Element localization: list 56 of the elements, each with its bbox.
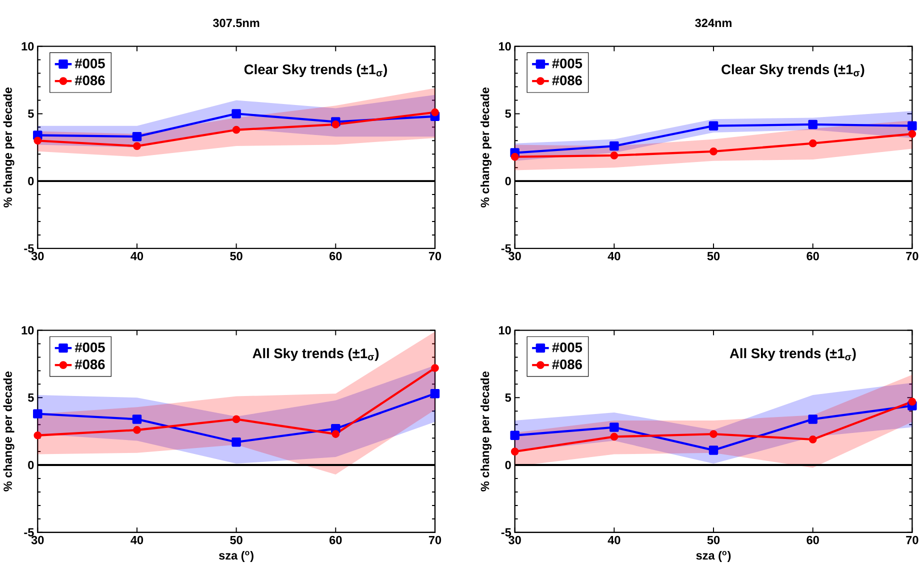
y-tick-label: 10 [22, 326, 34, 335]
x-tick-label: 50 [707, 536, 720, 544]
x-tick-label: 30 [31, 536, 44, 544]
legend-label: #005 [74, 58, 105, 69]
x-tick-label: 40 [608, 536, 620, 544]
y-tick-label: 0 [28, 177, 34, 186]
y-tick-label: 5 [28, 110, 34, 118]
annotation: All Sky trends (±1$_{σ}$) [730, 348, 856, 362]
y-tick-label: 5 [505, 394, 512, 402]
x-tick-label: 60 [806, 536, 819, 544]
x-tick-label: 40 [130, 252, 144, 260]
chart-title: 324nm [695, 18, 732, 28]
y-tick-label: -5 [501, 244, 512, 253]
x-tick-label: 60 [806, 252, 819, 260]
x-tick-label: 70 [906, 252, 918, 260]
y-tick-label: 0 [505, 177, 511, 186]
x-tick-label: 30 [31, 252, 44, 260]
x-tick-label: 60 [330, 252, 342, 260]
legend-label: #005 [552, 58, 582, 69]
y-axis-title: % change per decade [480, 372, 492, 492]
y-tick-label: 5 [28, 394, 34, 402]
y-tick-label: 5 [505, 110, 512, 118]
x-tick-label: 40 [608, 252, 620, 260]
y-tick-label: 0 [505, 461, 511, 470]
legend-label: #086 [552, 76, 582, 86]
annotation: Clear Sky trends (±1$_{σ}$) [722, 64, 864, 78]
x-tick-label: 40 [130, 536, 144, 544]
legend-label: #086 [74, 76, 105, 86]
y-axis-title: % change per decade [3, 372, 14, 492]
x-tick-label: 50 [230, 536, 242, 544]
y-axis-title: % change per decade [3, 88, 14, 208]
chart-title: 307.5nm [213, 18, 260, 28]
x-tick-label: 70 [906, 536, 918, 544]
x-tick-label: 60 [330, 536, 342, 544]
x-tick-label: 30 [508, 536, 521, 544]
y-tick-label: -5 [24, 244, 34, 253]
annotation: All Sky trends (±1$_{σ}$) [252, 348, 379, 362]
x-tick-label: 70 [428, 536, 442, 544]
x-axis-title: sza ($^{o}$) [696, 551, 731, 562]
y-tick-label: 10 [22, 42, 34, 51]
x-tick-label: 70 [428, 252, 442, 260]
annotation: Clear Sky trends (±1$_{σ}$) [244, 64, 387, 78]
y-tick-label: 10 [499, 326, 511, 335]
y-tick-label: 0 [28, 461, 34, 470]
legend-label: #005 [74, 342, 105, 352]
legend-label: #005 [552, 342, 582, 352]
y-tick-label: -5 [24, 528, 34, 537]
x-axis-title: sza ($^{o}$) [219, 551, 254, 562]
legend-label: #086 [552, 360, 582, 370]
x-tick-label: 30 [508, 252, 521, 260]
y-tick-label: -5 [501, 528, 512, 537]
y-tick-label: 10 [499, 42, 511, 51]
x-tick-label: 50 [230, 252, 242, 260]
y-axis-title: % change per decade [480, 88, 492, 208]
legend-label: #086 [74, 360, 105, 370]
x-tick-label: 50 [707, 252, 720, 260]
